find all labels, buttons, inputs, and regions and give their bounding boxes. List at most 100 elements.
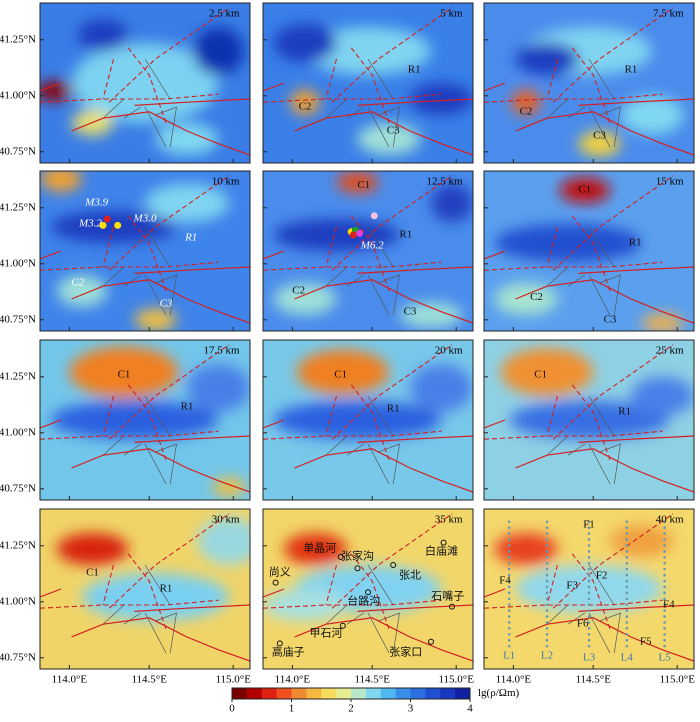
y-axis-label: 41.00°N — [0, 257, 36, 269]
anomaly — [197, 517, 250, 565]
anomaly — [641, 313, 684, 331]
station — [663, 526, 666, 530]
anomaly — [631, 376, 694, 416]
anomaly — [494, 283, 558, 315]
inferred-fault — [546, 226, 559, 268]
station — [545, 627, 549, 630]
inferred-fault — [263, 93, 442, 103]
boundary-line — [102, 604, 125, 625]
town — [337, 554, 344, 560]
y-axis-label: 41.00°N — [0, 89, 36, 101]
station — [587, 567, 591, 571]
earthquake — [370, 212, 378, 220]
station — [545, 603, 549, 606]
town — [354, 565, 361, 572]
panel-frame — [483, 339, 695, 501]
feature-label: C2 — [530, 291, 543, 303]
anomaly — [305, 27, 431, 75]
inferred-fault — [325, 395, 338, 437]
station — [545, 538, 549, 541]
colorbar-tick-label: 0 — [229, 703, 235, 715]
inferred-fault — [102, 226, 115, 268]
boundary-line — [346, 106, 364, 119]
fault-line — [357, 266, 473, 274]
feature-label: F6 — [577, 618, 589, 630]
map-content — [263, 340, 473, 500]
boundary-line — [367, 274, 390, 316]
boundary-line — [102, 266, 125, 287]
fault-line — [40, 588, 62, 598]
panel-frame — [483, 2, 695, 164]
anomaly — [77, 19, 129, 51]
colorbar-segment — [232, 688, 248, 699]
y-axis-label: 41.25°N — [0, 33, 36, 45]
fault-line — [263, 250, 285, 260]
depth-label: 5 km — [440, 8, 463, 20]
anomaly — [494, 533, 558, 565]
boundary-line — [144, 58, 171, 100]
feature-label: R1 — [387, 402, 400, 414]
fault-line — [515, 111, 694, 156]
inferred-fault — [127, 553, 167, 630]
station — [587, 520, 591, 524]
inferred-fault — [571, 47, 611, 124]
feature-label: C3 — [160, 297, 173, 309]
boundary-line — [367, 564, 394, 606]
station — [507, 621, 511, 624]
y-axis-label: 41.00°N — [0, 595, 36, 607]
station — [625, 567, 629, 571]
panel-frame — [262, 170, 474, 332]
station — [625, 609, 629, 612]
station — [587, 556, 591, 559]
map-content — [40, 171, 250, 331]
map-content — [484, 3, 694, 163]
depth-label: 10 km — [212, 176, 240, 188]
anomaly — [515, 565, 663, 613]
boundary-line — [346, 274, 364, 287]
feature-label: F4 — [663, 599, 675, 611]
map-panel: 2.5 km — [39, 2, 251, 164]
earthquake — [103, 215, 111, 223]
earthquake — [99, 221, 107, 229]
anomaly — [357, 123, 421, 155]
colorbar-tick-label: 4 — [467, 703, 473, 715]
panel-frame — [483, 508, 695, 670]
boundary-line — [567, 106, 585, 119]
colorbar-segment — [351, 688, 367, 699]
station — [625, 603, 629, 606]
earthquake — [114, 221, 122, 229]
boundary-line — [546, 435, 569, 456]
station — [625, 632, 629, 636]
y-axis-label: 41.25°N — [0, 370, 36, 382]
inferred-fault — [331, 513, 453, 609]
feature-label: M3.0 — [133, 213, 157, 225]
x-axis-label: 115.0°E — [215, 674, 251, 686]
station — [507, 532, 511, 535]
inferred-fault — [102, 395, 115, 437]
station — [507, 609, 511, 612]
place-label: 张家沟 — [341, 549, 374, 563]
boundary-line — [325, 435, 348, 456]
station — [625, 591, 629, 595]
fault-line — [40, 419, 62, 429]
map-content — [40, 340, 250, 500]
colorbar-segment — [455, 688, 471, 699]
station — [545, 579, 549, 583]
x-axis-label: 114.5°E — [575, 674, 611, 686]
inferred-fault — [552, 175, 674, 271]
boundary-line — [367, 58, 394, 100]
feature-label: C1 — [534, 369, 547, 381]
boundary-line — [546, 604, 569, 625]
feature-label: R1 — [181, 401, 194, 413]
station — [625, 585, 629, 589]
boundary-line — [367, 443, 390, 485]
resistivity-field — [50, 346, 250, 497]
boundary-line — [123, 443, 141, 456]
station — [545, 632, 549, 636]
fault-line — [40, 250, 62, 260]
map-panel: 40 km F1 F4 F3 F2 F4 F6 F5 L1 L2 L3 L4 L5 — [483, 508, 695, 670]
boundary-line — [367, 612, 390, 654]
station — [663, 579, 666, 583]
station — [507, 526, 511, 530]
